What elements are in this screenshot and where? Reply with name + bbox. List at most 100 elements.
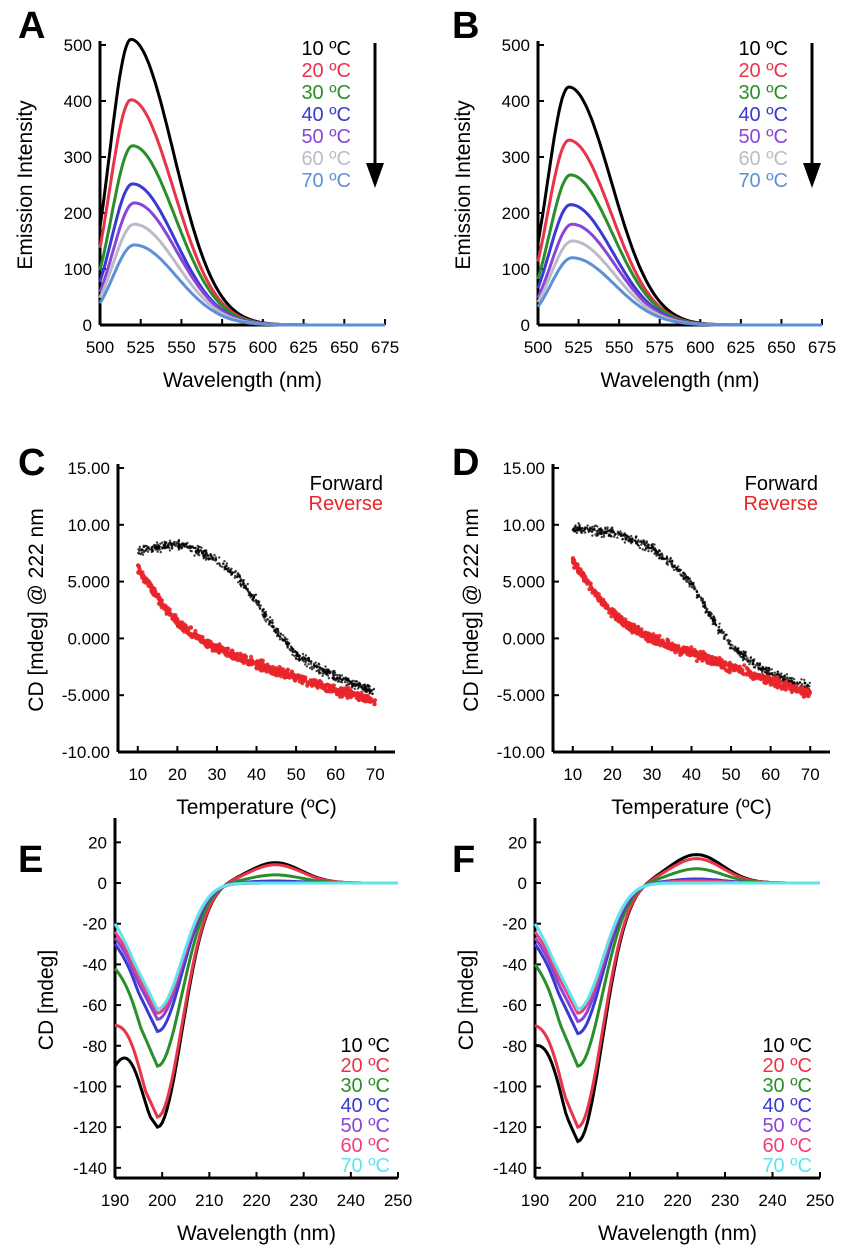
data-point (619, 530, 622, 533)
y-tick-label: 0 (518, 874, 527, 893)
data-point (573, 530, 577, 533)
data-point (655, 551, 658, 554)
x-tick-label: 30 (207, 765, 226, 784)
data-point (203, 556, 206, 559)
data-point (596, 532, 599, 536)
data-point (701, 597, 705, 600)
data-point (641, 548, 644, 551)
data-point (312, 682, 317, 687)
data-point (291, 675, 296, 681)
data-point (147, 583, 153, 588)
y-tick-label: -5.000 (497, 686, 545, 705)
data-point (368, 688, 371, 691)
data-point (142, 544, 145, 547)
x-tick-label: 10 (128, 765, 147, 784)
data-point (167, 607, 172, 612)
data-point (191, 546, 195, 549)
y-tick-label: -20 (82, 915, 107, 934)
data-point (354, 684, 358, 687)
data-point (308, 660, 311, 663)
legend-label: 60 ºC (738, 148, 788, 170)
data-point (146, 550, 150, 553)
data-point (696, 596, 699, 599)
data-point (334, 688, 339, 693)
data-point (197, 551, 201, 554)
data-point (722, 637, 726, 640)
data-point (575, 528, 578, 532)
data-point (304, 654, 308, 657)
data-point (688, 582, 691, 585)
data-point (367, 685, 371, 688)
x-tick-label: 20 (603, 765, 622, 784)
legend-label: 70 ºC (301, 170, 351, 192)
x-tick-label: 50 (287, 765, 306, 784)
data-point (729, 646, 732, 650)
legend-label: 30 ºC (340, 1075, 390, 1097)
y-tick-label: 0.000 (67, 629, 110, 648)
data-point (670, 563, 674, 566)
data-point (343, 681, 347, 684)
data-point (268, 620, 272, 624)
y-tick-label: 15.00 (502, 459, 545, 478)
data-point (274, 631, 278, 634)
data-point (284, 637, 287, 640)
data-point (237, 581, 240, 584)
series-line-50c (536, 222, 822, 327)
data-point (154, 548, 158, 551)
y-tick-label: 100 (64, 260, 92, 279)
data-point (733, 666, 738, 672)
data-point (276, 634, 279, 638)
legend-label: 10 ºC (738, 38, 788, 60)
data-point (156, 550, 159, 553)
data-point (223, 566, 226, 569)
data-point (681, 645, 686, 650)
data-point (609, 614, 614, 619)
data-point (188, 625, 194, 630)
data-point (168, 546, 171, 550)
data-point (280, 668, 286, 674)
legend-label: 20 ºC (301, 60, 351, 82)
data-point (585, 526, 588, 529)
y-tick-label: 400 (64, 92, 92, 111)
data-point (320, 684, 326, 689)
data-point (692, 584, 695, 587)
data-point (180, 542, 184, 545)
data-point (592, 528, 595, 531)
data-point (588, 581, 593, 586)
data-point (310, 668, 314, 671)
data-point (305, 665, 309, 668)
data-point (707, 612, 710, 615)
data-point (752, 666, 756, 669)
x-tick-label: 250 (806, 1191, 834, 1210)
data-point (616, 530, 619, 533)
data-point (297, 658, 300, 661)
data-point (159, 550, 162, 554)
data-point (282, 634, 285, 637)
data-point (630, 624, 635, 629)
data-point (271, 625, 274, 629)
data-point (608, 530, 611, 533)
data-point (243, 656, 248, 661)
data-point (742, 663, 747, 668)
legend-label: 40 ºC (738, 104, 788, 126)
data-point (625, 537, 628, 541)
data-point (709, 611, 712, 614)
data-point (225, 653, 230, 659)
data-point (718, 630, 722, 633)
data-point (350, 686, 354, 689)
data-point (372, 687, 376, 691)
data-point (711, 656, 716, 661)
legend-label: 70 ºC (762, 1155, 812, 1177)
x-tick-label: 500 (524, 338, 552, 357)
data-point (168, 612, 173, 617)
data-point (766, 668, 769, 672)
data-point (335, 677, 339, 680)
data-point (685, 648, 690, 653)
panel-letter: D (452, 442, 479, 484)
data-point (268, 670, 273, 675)
y-tick-label: 0 (521, 316, 530, 335)
data-point (762, 675, 767, 680)
data-point (621, 538, 624, 541)
data-point (275, 670, 280, 675)
